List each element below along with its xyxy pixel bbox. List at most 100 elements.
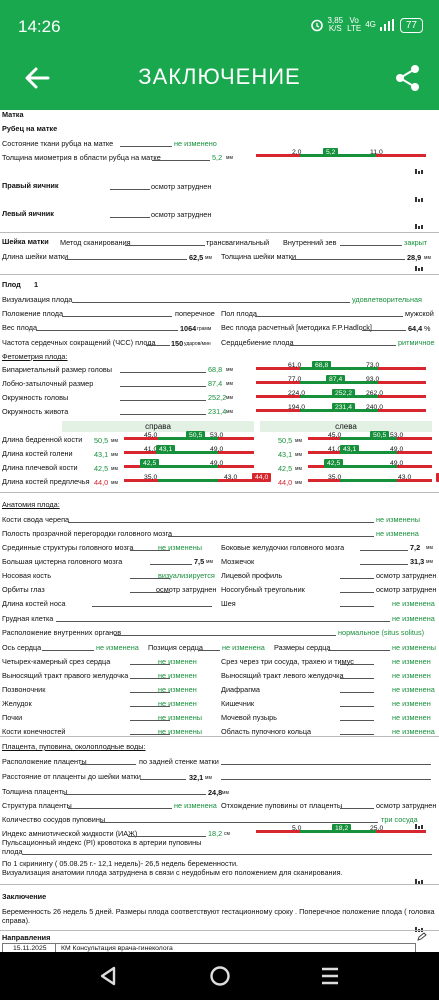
bone-label: Длина бедренной кости: [2, 435, 83, 444]
conclusion-heading: Заключение: [2, 892, 47, 901]
placenta-thickness-value: 24,8: [208, 788, 223, 797]
anatomy-left-label: Носовая кость: [2, 571, 52, 580]
fetometry-unit: мм: [226, 367, 233, 373]
nav-home-icon[interactable]: [208, 964, 232, 988]
anatomy-right-value: не изменен: [392, 657, 431, 666]
anatomy-right-value: 31,3: [410, 557, 425, 566]
internal-os-label: Внутренний зев: [283, 238, 337, 247]
scale-low: 194,0: [288, 404, 306, 411]
anatomy-right-label: Мозжечок: [221, 557, 255, 566]
bone-unit-right: мм: [111, 466, 118, 472]
afi-value: 18,2: [208, 829, 223, 838]
status-icons: 3,85 K/S Vo LTE 4G 77: [310, 14, 423, 36]
chart-icon[interactable]: [415, 223, 425, 229]
bone-value-left: 42,5: [278, 464, 293, 473]
scan-method-label: Метод сканирования: [60, 238, 131, 247]
bone-value-right: 43,1: [94, 450, 109, 459]
range-scale: 61,0 68,8 73,0: [256, 361, 426, 372]
anatomy-right-value: не изменен: [392, 699, 431, 708]
cord-insertion-value: осмотр затруднен: [376, 801, 437, 810]
anatomy-left-label: Почки: [2, 713, 23, 722]
bone-unit-left: мм: [295, 480, 302, 486]
anatomy-heading: Анатомия плода:: [2, 500, 60, 509]
back-arrow-icon[interactable]: [22, 63, 52, 93]
anatomy-right-label: Боковые желудочки головного мозга: [221, 543, 345, 552]
nav-recents-icon[interactable]: [318, 964, 342, 988]
anatomy-left-label: Выносящий тракт правого желудочка: [2, 671, 129, 680]
heart-position-label: Позиция сердца: [148, 643, 203, 652]
referral-text: КМ Консультация врача-гинеколога: [61, 945, 173, 952]
scale-value: 42,5: [324, 459, 344, 468]
fetus-weight-value: 1064: [180, 324, 197, 333]
bone-label: Длина плечевой кости: [2, 463, 78, 472]
cervix-heading: Шейка матки: [2, 237, 49, 246]
referral-row[interactable]: 15.11.2025 КМ Консультация врача-гинекол…: [2, 943, 416, 952]
chart-icon[interactable]: [415, 168, 425, 174]
anatomy-left-label: Кости конечностей: [2, 727, 66, 736]
range-scale: 41,0 43,1 49,0: [124, 445, 254, 456]
anatomy-left-value: не изменен: [158, 685, 197, 694]
fetus-sex-value: мужской: [405, 309, 434, 318]
bone-value-left: 50,5: [278, 436, 293, 445]
anatomy-right-value: осмотр затруднен: [376, 571, 437, 580]
fetus-position-label: Положение плода: [2, 309, 64, 318]
cord-insertion-label: Отхождение пуповины от плаценты: [221, 801, 343, 810]
report-document[interactable]: Матка Рубец на матке Состояние ткани руб…: [0, 110, 439, 952]
scale-high: 262,0: [366, 390, 384, 397]
nav-back-icon[interactable]: [96, 964, 120, 988]
placenta-distance-value: 32,1: [189, 773, 204, 782]
range-scale: 77,0 87,4 93,0: [256, 375, 426, 386]
bone-label: Длина костей голени: [2, 449, 73, 458]
right-side-header: справа: [62, 421, 254, 432]
septum-label: Полость прозрачной перегородки головного…: [2, 529, 173, 538]
bone-value-right: 50,5: [94, 436, 109, 445]
anatomy-right-value: не изменена: [392, 685, 435, 694]
range-scale: 45,0 50,5 53,0: [308, 431, 432, 442]
anatomy-left-unit: мм: [206, 559, 213, 565]
bone-unit-left: мм: [295, 438, 302, 444]
scale-low: 61,0: [288, 362, 302, 369]
cervix-length-label: Длина шейки матки: [2, 252, 69, 261]
pi-label: Пульсационный индекс (PI) кровотока в ар…: [2, 838, 202, 847]
chart-icon[interactable]: [415, 265, 425, 271]
fetus-weight-label: Вес плода: [2, 323, 38, 332]
note-line-2: Визуализация анатомии плода затруднена в…: [2, 868, 343, 877]
chart-icon[interactable]: [415, 823, 425, 829]
range-scale: 35,0 44,0 43,0: [308, 473, 439, 484]
anatomy-right-value: осмотр затруднен: [376, 585, 437, 594]
fetus-label: Плод: [2, 280, 21, 289]
edit-icon[interactable]: [417, 932, 427, 941]
anatomy-right-value: не изменена: [392, 599, 435, 608]
right-ovary-value: осмотр затруднен: [151, 182, 212, 191]
scale-value: 50,5: [186, 431, 206, 440]
left-side-header: слева: [260, 421, 432, 432]
chart-icon[interactable]: [415, 878, 425, 884]
range-scale: 224,0 252,2 262,0: [256, 389, 426, 400]
fetometry-label: Окружность живота: [2, 407, 69, 416]
fetometry-unit: мм: [226, 409, 233, 415]
scale-low: 224,0: [288, 390, 306, 397]
scale-high: 43,0: [398, 474, 412, 481]
chart-icon[interactable]: [415, 196, 425, 202]
anatomy-right-label: Мочевой пузырь: [221, 713, 277, 722]
fetus-number: 1: [34, 280, 39, 289]
right-ovary-label: Правый яичник: [2, 181, 59, 190]
scale-high: 43,0: [224, 474, 238, 481]
scale-low: 45,0: [328, 432, 342, 439]
scale-high: 49,0: [210, 446, 224, 453]
referral-date: 15.11.2025: [13, 945, 47, 952]
chest-value: не изменена: [392, 614, 435, 623]
share-icon[interactable]: [395, 64, 421, 92]
anatomy-right-value: 7,2: [410, 543, 421, 552]
anatomy-left-label: Срединные структуры головного мозга: [2, 543, 134, 552]
bone-label: Длина костей предплечья: [2, 477, 90, 486]
cervix-thick-label: Толщина шейки матки: [221, 252, 297, 261]
range-scale: 41,0 43,1 49,0: [308, 445, 432, 456]
anatomy-left-value: не изменен: [158, 657, 197, 666]
scale-low: 45,0: [144, 432, 158, 439]
scale-value: 44,0: [252, 473, 272, 482]
anatomy-right-label: Кишечник: [221, 699, 255, 708]
fetus-visual-label: Визуализация плода: [2, 295, 73, 304]
fetus-rhythm-label: Сердцебиение плода: [221, 338, 294, 347]
afi-label: Индекс амниотической жидкости (ИАЖ): [2, 829, 138, 838]
